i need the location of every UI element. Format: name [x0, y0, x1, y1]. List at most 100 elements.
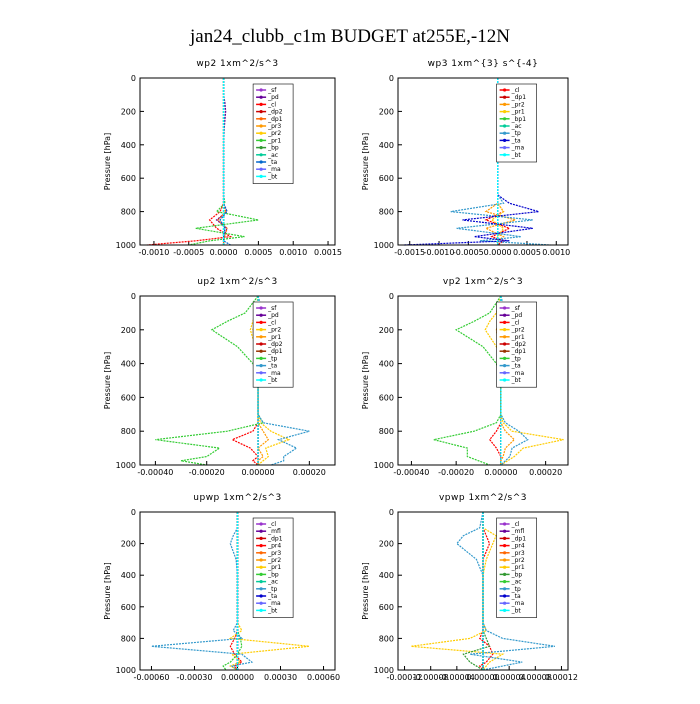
- y-tick-label: 1000: [116, 241, 136, 250]
- legend-label: _ac: [267, 579, 278, 586]
- legend-marker: [259, 349, 263, 353]
- legend-label: _dp1: [267, 348, 283, 355]
- legend-marker: [259, 117, 263, 121]
- legend-marker: [259, 320, 263, 324]
- legend-marker: [259, 522, 263, 526]
- x-tick-label: -0.00020: [189, 468, 225, 477]
- series-line: [433, 295, 502, 466]
- plot-frame: [139, 77, 336, 246]
- legend-marker: [503, 320, 507, 324]
- y-axis-label: Pressure [hPa]: [103, 352, 112, 409]
- legend-marker: [503, 349, 507, 353]
- legend-marker: [259, 138, 263, 142]
- legend-marker: [259, 110, 263, 114]
- series-line: [151, 512, 254, 671]
- legend-marker: [259, 572, 263, 577]
- legend-label: _bp: [511, 571, 523, 578]
- legend-marker: [259, 102, 263, 106]
- x-tick-label: -0.00040: [137, 468, 173, 477]
- legend-label: _pr4: [267, 543, 281, 550]
- x-tick-label: -0.00008: [413, 673, 449, 682]
- series-line: [462, 512, 491, 671]
- x-tick-label: -0.00060: [133, 673, 169, 682]
- panel: vp2 1xm^2/s^3 Pressure [hPa] 0 200 400 600 800…: [361, 277, 569, 477]
- legend-label: _ta: [267, 593, 277, 600]
- legend-label: _pr2: [511, 101, 525, 108]
- legend-marker: [503, 117, 507, 121]
- x-tick-label: 0.00020: [293, 468, 326, 477]
- legend-marker: [503, 335, 507, 339]
- legend-label: _pr3: [511, 550, 525, 557]
- legend-marker: [503, 110, 507, 114]
- legend-label: _ac: [511, 123, 522, 130]
- legend-label: _pr2: [511, 557, 525, 564]
- panel-title: upwp 1xm^2/s^3: [193, 493, 281, 503]
- panel-title: vpwp 1xm^2/s^3: [439, 493, 527, 503]
- legend-marker: [259, 594, 263, 598]
- x-tick-label: 0.00000: [484, 468, 517, 477]
- x-tick-label: 0.00030: [264, 673, 297, 682]
- legend-label: _dp1: [511, 535, 527, 542]
- y-tick-label: 0: [131, 74, 136, 83]
- legend-marker: [259, 124, 263, 128]
- y-tick-label: 600: [379, 393, 394, 402]
- legend-marker: [259, 131, 263, 135]
- panel: up2 1xm^2/s^3 Pressure [hPa] 0 200 400 600 800…: [103, 277, 336, 477]
- y-tick-label: 800: [121, 634, 136, 643]
- y-tick-label: 600: [379, 174, 394, 183]
- legend-marker: [503, 587, 507, 591]
- legend-marker: [259, 335, 263, 339]
- legend-label: _dp1: [511, 348, 527, 355]
- legend-label: _tp: [267, 586, 277, 593]
- legend-marker: [259, 146, 263, 150]
- x-tick-label: -0.0015: [394, 248, 425, 257]
- legend-marker: [503, 313, 507, 317]
- legend-marker: [503, 558, 507, 562]
- legend-label: _ma: [267, 370, 281, 377]
- legend-marker: [259, 551, 263, 555]
- legend-marker: [259, 356, 263, 360]
- legend-label: _sf: [267, 305, 277, 312]
- legend-label: _bt: [267, 377, 278, 384]
- y-tick-label: 1000: [374, 666, 394, 675]
- y-tick-label: 200: [379, 540, 394, 549]
- x-tick-label: -0.0005: [453, 248, 484, 257]
- legend-label: _cl: [511, 521, 520, 528]
- legend-label: _pr1: [511, 109, 525, 116]
- legend-label: _pr1: [267, 137, 281, 144]
- legend-marker: [503, 522, 507, 526]
- y-tick-label: 400: [379, 571, 394, 580]
- legend-label: _tp: [511, 586, 521, 593]
- legend-label: _sf: [511, 305, 521, 312]
- legend-label: _bt: [511, 377, 522, 384]
- legend-marker: [503, 551, 507, 555]
- y-tick-label: 1000: [116, 666, 136, 675]
- legend-label: _pr4: [511, 543, 525, 550]
- x-tick-label: 0.00000: [221, 673, 254, 682]
- legend-label: _dp2: [511, 341, 527, 348]
- legend-label: _dp1: [511, 94, 527, 101]
- x-tick-label: 0.00012: [545, 673, 578, 682]
- legend-label: _sf: [267, 87, 277, 94]
- legend-marker: [503, 153, 507, 157]
- y-tick-label: 600: [121, 174, 136, 183]
- y-tick-label: 200: [121, 326, 136, 335]
- y-tick-label: 0: [389, 292, 394, 301]
- y-tick-label: 600: [379, 603, 394, 612]
- legend-marker: [259, 88, 263, 92]
- x-tick-label: 0.0005: [513, 248, 541, 257]
- legend-label: _pr2: [267, 557, 281, 564]
- x-tick-label: -0.0005: [173, 248, 204, 257]
- legend-label: _pr1: [267, 334, 281, 341]
- plot-frame: [397, 511, 569, 671]
- series-line: [478, 512, 494, 671]
- y-axis-label: Pressure [hPa]: [103, 562, 112, 619]
- legend-marker: [503, 536, 507, 541]
- x-tick-label: 0.0005: [244, 248, 272, 257]
- y-tick-label: 200: [379, 326, 394, 335]
- legend-marker: [259, 558, 263, 562]
- legend-marker: [259, 313, 263, 317]
- legend-marker: [259, 306, 263, 310]
- legend-label: _ma: [267, 166, 281, 173]
- legend-marker: [259, 371, 263, 375]
